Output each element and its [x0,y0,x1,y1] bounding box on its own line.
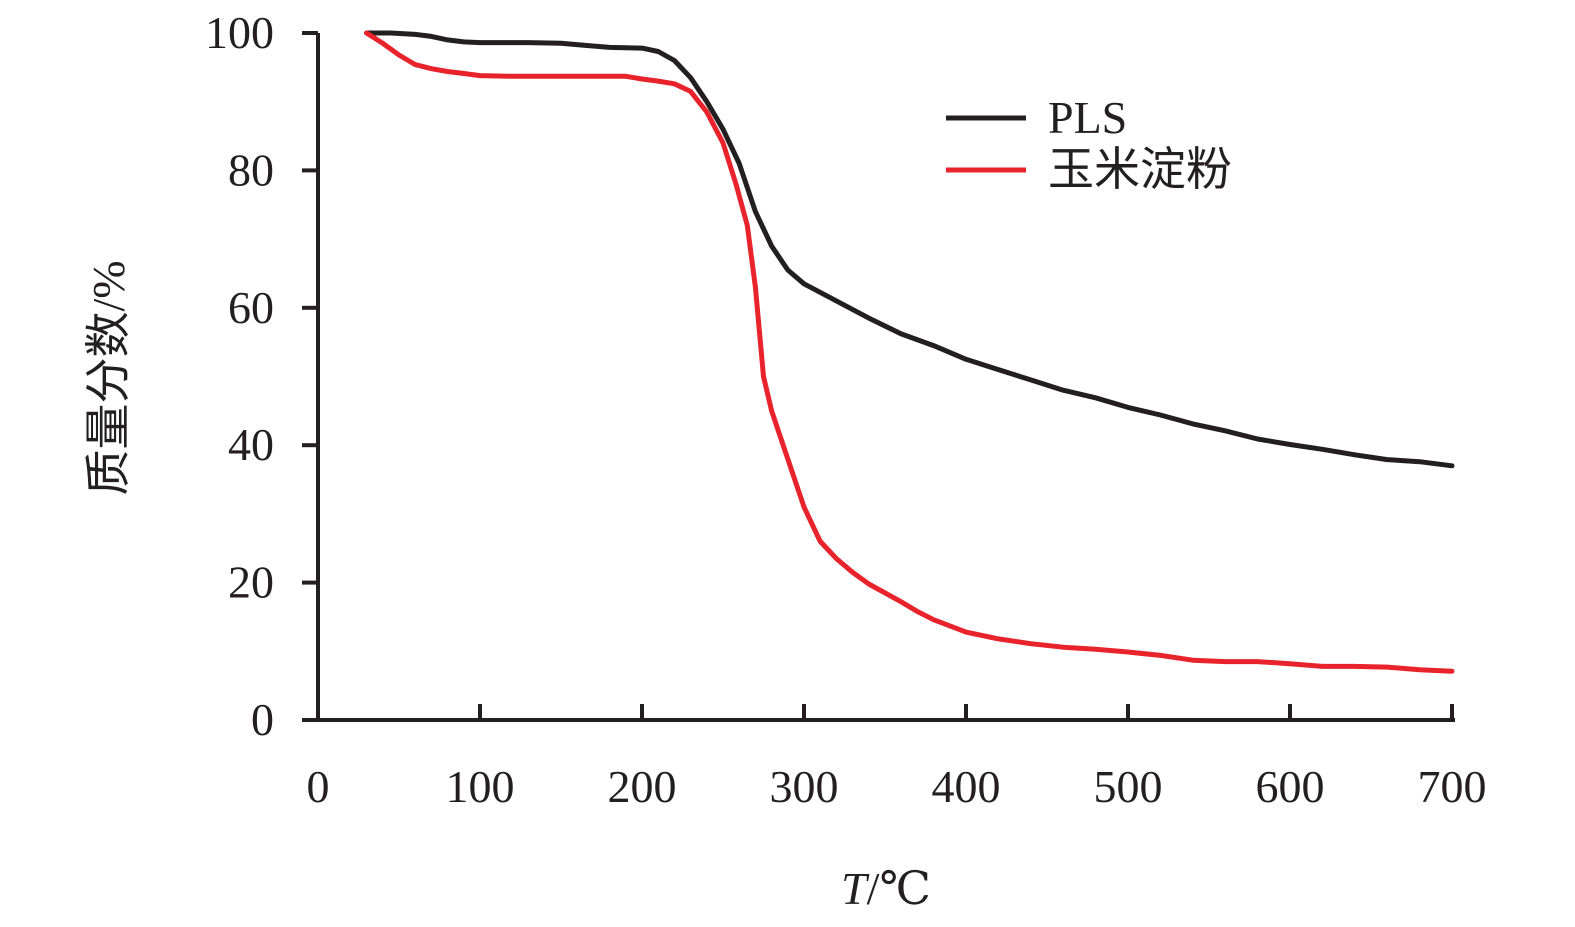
x-axis-title: T/℃ [841,863,931,914]
x-tick-label: 300 [770,761,839,812]
series-line-1 [364,30,1455,469]
y-tick-label: 40 [228,419,274,470]
x-tick-label: 500 [1094,761,1163,812]
y-axis-ticks: 0 20 40 60 80 100 [205,7,318,745]
y-tick-label: 60 [228,282,274,333]
x-tick-label: 600 [1256,761,1325,812]
x-tick-label: 100 [446,761,515,812]
legend-label: 玉米淀粉 [1048,144,1232,195]
x-tick-label: 400 [932,761,1001,812]
y-tick-label: 100 [205,7,274,58]
series-lines [364,30,1455,674]
legend-label: PLS [1048,92,1127,143]
x-tick-label: 200 [608,761,677,812]
x-axis-title-unit: /℃ [867,863,931,914]
x-tick-label: 700 [1418,761,1487,812]
x-axis-ticks: 0 100 200 300 400 500 600 700 [307,704,1487,812]
y-tick-label: 20 [228,557,274,608]
x-axis-title-symbol: T [841,863,870,914]
y-tick-label: 80 [228,144,274,195]
y-axis-title: 质量分数/% [83,260,134,495]
y-tick-label: 0 [251,694,274,745]
plot-area: 0 20 40 60 80 100 0 100 200 300 400 500 600 700 [205,7,1487,812]
x-tick-label: 0 [307,761,330,812]
series-line-2 [364,30,1455,674]
